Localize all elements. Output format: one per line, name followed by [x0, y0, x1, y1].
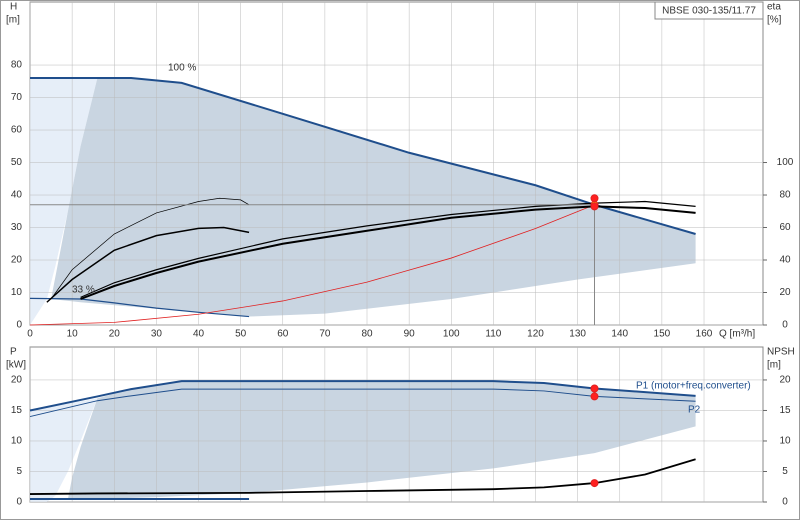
x-tick-label: 100: [443, 329, 460, 340]
curve: [29, 388, 696, 418]
y2-tick-label: 40: [779, 255, 791, 266]
x-tick-label: 120: [527, 329, 544, 340]
y-axis-label: H: [10, 2, 17, 13]
x-tick-label: 30: [151, 329, 163, 340]
y-tick-label: 80: [11, 60, 23, 71]
y2-tick-label: 10: [779, 436, 791, 447]
x-tick-label: 0: [27, 329, 33, 340]
duty-point: [590, 194, 599, 203]
operating-area: [30, 398, 98, 502]
curve: [29, 204, 595, 326]
x-tick-label: 90: [404, 329, 416, 340]
y2-axis-label: NPSH: [767, 347, 795, 358]
y2-tick-label: 60: [779, 222, 791, 233]
model-box: [654, 1, 764, 20]
y-tick-label: 5: [16, 466, 22, 477]
curve: [80, 200, 696, 298]
y2-tick-label: 0: [782, 320, 788, 331]
x-tick-label: 50: [235, 329, 247, 340]
x-tick-label: 10: [67, 329, 79, 340]
operating-area: [51, 78, 696, 317]
y-tick-label: 15: [11, 405, 23, 416]
y-tick-label: 70: [11, 92, 23, 103]
x-tick-label: 80: [361, 329, 373, 340]
y2-axis-label: eta: [767, 2, 781, 13]
y-tick-label: 10: [11, 287, 23, 298]
annotation: P2: [688, 405, 701, 416]
y-tick-label: 10: [11, 436, 23, 447]
x-tick-label: 140: [611, 329, 628, 340]
y-tick-label: 0: [16, 320, 22, 331]
y2-tick-label: 80: [779, 190, 791, 201]
y-tick-label: 30: [11, 222, 23, 233]
curve: [29, 458, 696, 495]
y-axis-unit: [kW]: [6, 360, 26, 371]
y2-tick-label: 20: [779, 375, 791, 386]
y-tick-label: 20: [11, 375, 23, 386]
duty-point: [590, 202, 599, 211]
x-tick-label: 150: [654, 329, 671, 340]
y-tick-label: 20: [11, 255, 23, 266]
y2-tick-label: 5: [782, 466, 788, 477]
curve: [30, 77, 696, 235]
y2-tick-label: 20: [779, 287, 791, 298]
x-axis-label: Q [m³/h]: [719, 329, 755, 340]
x-tick-label: 130: [569, 329, 586, 340]
curve: [29, 380, 696, 412]
y2-axis-unit: [m]: [767, 360, 781, 371]
y-tick-label: 40: [11, 190, 23, 201]
curve: [80, 205, 696, 300]
curve: [46, 226, 250, 303]
operating-area: [30, 78, 98, 325]
annotation: 100 %: [168, 63, 196, 74]
y-tick-label: 50: [11, 157, 23, 168]
x-tick-label: 160: [696, 329, 713, 340]
duty-point: [590, 384, 599, 393]
x-tick-label: 70: [319, 329, 331, 340]
curve: [50, 197, 250, 300]
y-tick-label: 0: [16, 497, 22, 508]
x-tick-label: 110: [485, 329, 501, 340]
y-axis-label: P: [10, 347, 17, 358]
x-tick-label: 40: [193, 329, 205, 340]
x-tick-label: 20: [109, 329, 121, 340]
duty-point: [590, 392, 599, 401]
y2-axis-unit: [%]: [767, 15, 782, 26]
annotation: 33 %: [72, 285, 95, 296]
annotation: P1 (motor+freq.converter): [636, 381, 751, 392]
x-tick-label: 60: [277, 329, 289, 340]
y-tick-label: 60: [11, 125, 23, 136]
y-axis-unit: [m]: [6, 15, 20, 26]
y2-tick-label: 0: [782, 497, 788, 508]
y2-tick-label: 100: [777, 157, 794, 168]
model-label: NBSE 030-135/11.77: [662, 6, 756, 17]
duty-point: [590, 479, 599, 488]
y2-tick-label: 15: [779, 405, 791, 416]
